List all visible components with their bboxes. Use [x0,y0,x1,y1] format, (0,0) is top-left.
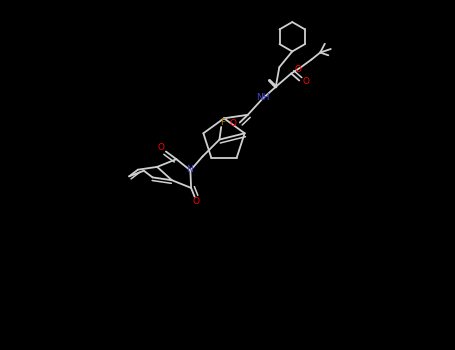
Text: O: O [157,144,164,153]
Text: O: O [230,119,237,128]
Text: F: F [220,118,226,127]
Text: O: O [193,197,200,206]
Text: N: N [186,165,193,174]
Text: NH: NH [257,93,270,102]
Text: O: O [295,65,302,74]
Text: O: O [302,77,309,86]
